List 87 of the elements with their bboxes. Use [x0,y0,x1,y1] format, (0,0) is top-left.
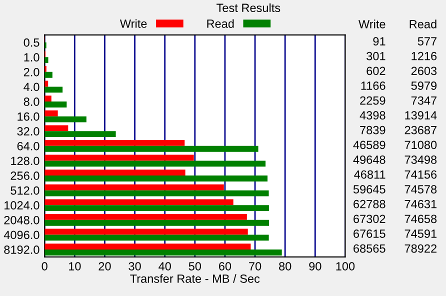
bar [44,116,86,122]
x-tick-label: 10 [68,262,81,270]
text: 13914 [405,111,437,120]
y-tick-label: 1.0 [24,53,40,62]
text: 74578 [404,185,437,194]
y-tick-label: 1024.0 [4,201,40,210]
chart-title: Test Results [216,3,280,12]
bar [44,250,282,256]
y-tick-label: 16.0 [18,112,40,121]
text: 74658 [404,214,437,224]
text: 73498 [404,156,437,164]
bar [44,190,269,196]
y-tick-label: 2.0 [24,68,40,76]
text: 1216 [412,52,437,60]
text: 59645 [353,185,386,194]
bar [44,140,185,146]
text: 1166 [361,82,386,90]
bar [44,96,52,102]
x-tick-label: 20 [98,262,111,270]
y-tick-label: 4.0 [24,82,40,92]
y-tick-label: 8.0 [24,98,40,106]
text: 7347 [411,96,436,105]
x-tick-label: 60 [218,262,232,270]
text: 74156 [404,170,437,179]
text: 67615 [354,230,386,238]
text: 74591 [404,230,437,238]
x-tick-label: 100 [336,262,355,270]
x-tick-label: 90 [309,262,322,270]
text: 74631 [404,200,437,208]
x-axis-title: Transfer Rate - MB / Sec [130,274,260,283]
y-tick-label: 8192.0 [4,246,40,254]
text: 91 [373,37,386,46]
text: 4398 [360,111,386,120]
y-tick-label: 2048.0 [4,216,40,224]
bar [44,72,52,78]
bar [44,228,248,235]
bar [44,176,268,182]
y-tick-label: 0.5 [24,38,40,47]
bar [44,170,186,176]
x-tick-label: 30 [128,262,141,270]
text: 46811 [354,170,386,179]
bar [44,220,270,226]
text: Read [410,20,436,28]
bar [44,199,234,206]
legend-label: Read [207,19,234,28]
y-tick-label: 64.0 [17,142,40,150]
bar [44,214,247,220]
y-tick-label: 32.0 [17,127,40,136]
bar [44,184,224,190]
text: 577 [418,37,436,46]
bar [44,125,68,132]
bar [44,110,58,116]
x-tick-label: 70 [249,262,262,270]
x-tick-label: 40 [158,262,171,270]
bar [44,102,67,108]
bar [44,234,269,241]
bar [44,146,258,152]
text: 68565 [354,244,386,253]
bar [44,160,266,167]
y-tick-label: 256.0 [10,172,40,180]
text: 23687 [404,126,436,134]
bar [44,57,48,64]
x-tick-label: 0 [42,262,48,270]
text: 7839 [360,126,386,134]
text: 67302 [354,214,386,224]
text: 301 [366,52,386,60]
y-tick-label: 128.0 [11,156,40,166]
text: 2603 [411,66,437,76]
bar [44,205,269,212]
legend-label: Write [120,19,147,28]
bar [44,154,194,161]
text: 46589 [353,140,386,150]
y-tick-label: 4096.0 [4,230,40,240]
x-tick-label: 80 [279,262,292,270]
bar [44,244,251,250]
text: 602 [366,66,386,76]
text: 62788 [354,200,386,208]
bar [44,86,63,93]
text: 78922 [404,244,436,253]
text: 2259 [360,96,386,105]
text: 5979 [411,82,437,90]
text: 49648 [353,156,386,164]
text: 71080 [404,140,437,150]
x-tick-label: 50 [188,262,202,270]
text: Write [358,20,386,28]
bar [44,131,116,138]
y-tick-label: 512.0 [10,186,40,195]
